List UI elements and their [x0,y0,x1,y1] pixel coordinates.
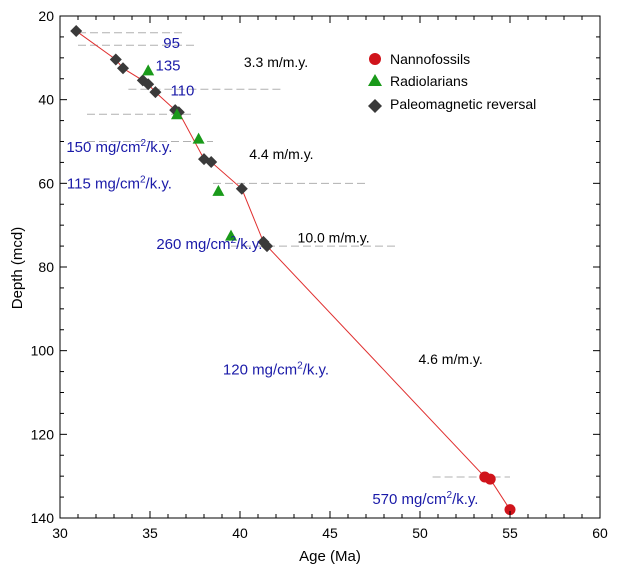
y-tick-label: 100 [31,343,55,359]
x-tick-label: 50 [412,525,428,541]
flux-label: 95 [163,35,180,52]
flux-label: 110 [170,82,194,99]
x-tick-label: 35 [142,525,158,541]
age-model-line-group [75,30,511,510]
legend-nannofossils-label: Nannofossils [390,51,470,67]
flux-label: 570 mg/cm2/k.y. [372,490,478,508]
y-axis-title: Depth (mcd) [9,227,26,310]
age-model-line [75,30,511,510]
nannofossil-point [504,504,516,516]
y-tick-label: 120 [31,426,55,442]
radiolarian-point [225,229,237,241]
paleomagnetic-point [261,240,273,253]
x-tick-label: 60 [592,525,608,541]
legend-radiolarians-marker [368,74,382,86]
x-tick-label: 40 [232,525,248,541]
rate-label: 4.6 m/m.y. [418,351,482,367]
plot-border [59,15,601,519]
x-tick-label: 45 [322,525,338,541]
y-tick-label: 60 [38,175,54,191]
y-tick-label: 80 [38,259,54,275]
flux-label: 150 mg/cm2/k.y. [66,138,172,156]
paleomagnetic-point [205,155,218,168]
data-points [70,25,516,516]
legend-nannofossils-marker [369,53,381,65]
legend-radiolarians-label: Radiolarians [390,73,468,89]
flux-label: 120 mg/cm2/k.y. [223,360,329,378]
legend: Nannofossils Radiolarians Paleomagnetic … [368,51,536,113]
paleomagnetic-point [70,25,83,38]
rate-label: 10.0 m/m.y. [298,230,370,246]
legend-paleomagnetic-marker [368,99,382,113]
paleomagnetic-point [117,62,129,75]
y-tick-label: 140 [31,510,55,526]
flux-label: 135 [155,57,180,74]
x-tick-label: 55 [502,525,518,541]
radiolarian-point [192,132,205,144]
y-tick-label: 20 [38,8,54,24]
radiolarian-point [171,108,183,120]
x-tick-label: 30 [52,525,68,541]
sedimentation-rate-labels: 3.3 m/m.y. 4.4 m/m.y. 10.0 m/m.y. 4.6 m/m.y… [244,54,483,367]
mass-accumulation-labels: 95 135 110 150 mg/cm2/k.y. 115 mg/cm2/k.y. 26… [66,35,478,508]
paleomagnetic-point [235,182,248,195]
boundary-lines [78,32,510,478]
flux-label: 260 mg/cm2/k.y. [156,235,262,253]
plot-frame [59,15,601,519]
rate-label: 3.3 m/m.y. [244,54,308,70]
paleomagnetic-point [109,53,122,66]
nannofossil-point [484,473,496,485]
rate-label: 4.4 m/m.y. [249,146,313,162]
legend-paleomagnetic-label: Paleomagnetic reversal [390,96,536,112]
flux-label: 115 mg/cm2/k.y. [67,174,172,192]
axis-ticks: 30 35 40 45 50 55 60 20 40 60 80 100 120 140 [31,8,608,541]
radiolarian-point [212,184,225,196]
y-tick-label: 40 [38,92,54,108]
paleomagnetic-point [142,78,155,91]
x-axis-title: Age (Ma) [299,548,361,565]
radiolarian-point [142,64,155,76]
paleomagnetic-point [149,86,162,99]
